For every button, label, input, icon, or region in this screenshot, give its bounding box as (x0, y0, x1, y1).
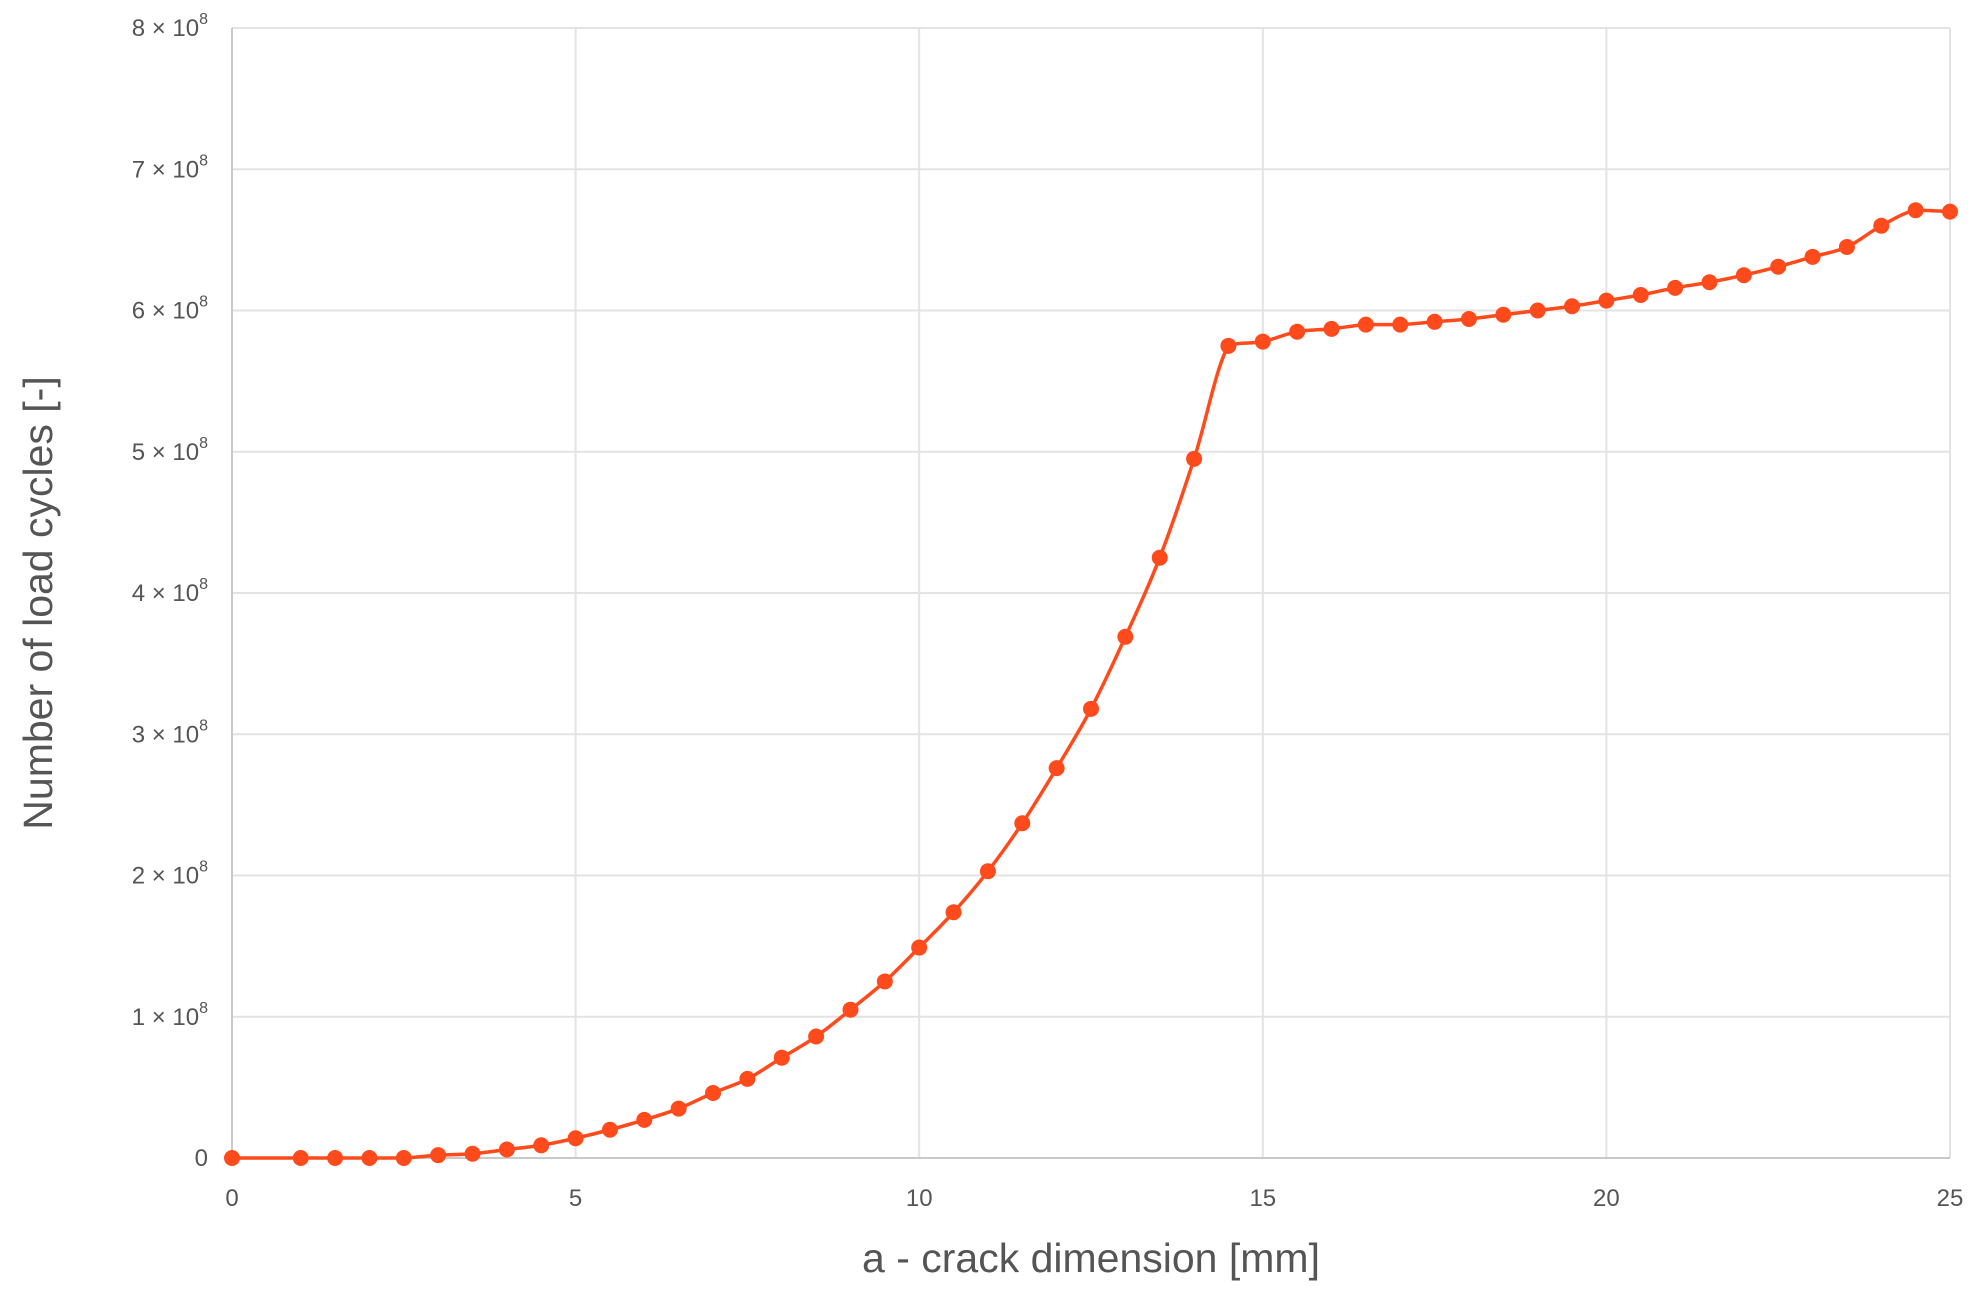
data-point (430, 1147, 447, 1164)
x-tick-label: 5 (569, 1185, 582, 1212)
y-tick-label: 8 × 108 (132, 11, 208, 42)
data-point (498, 1141, 515, 1158)
data-point (705, 1085, 722, 1102)
data-point (1770, 258, 1787, 275)
x-tick-label: 0 (225, 1185, 238, 1212)
data-point (1220, 337, 1237, 354)
data-point (1151, 549, 1168, 566)
data-point (670, 1100, 687, 1117)
y-axis-title: Number of load cycles [-] (15, 376, 61, 829)
data-point (773, 1049, 790, 1066)
y-tick-label: 5 × 108 (132, 435, 208, 466)
data-point (1735, 267, 1752, 284)
grid-layer (232, 27, 1951, 1158)
data-point (1701, 274, 1718, 291)
y-tick-label: 1 × 108 (132, 1000, 208, 1031)
data-point (808, 1028, 825, 1045)
y-tick-label: 7 × 108 (132, 152, 208, 183)
y-tick-label: 2 × 108 (132, 859, 208, 890)
x-tick-label: 25 (1937, 1185, 1964, 1212)
data-point (395, 1150, 412, 1166)
data-point (1564, 298, 1581, 315)
data-point (1289, 323, 1306, 340)
tick-label-layer: 0 5 10 15 20 25 0 1 × 108 2 × 108 3 × 108 4 × 108 5… (132, 11, 1964, 1212)
x-tick-label: 20 (1593, 1185, 1620, 1212)
data-point (1529, 302, 1546, 319)
data-point (1460, 310, 1477, 327)
data-point (1873, 217, 1890, 234)
data-point (876, 973, 893, 990)
data-point (567, 1130, 584, 1147)
y-tick-label: 0 (195, 1145, 208, 1172)
series-layer (224, 202, 1958, 1166)
data-point (1323, 320, 1340, 337)
data-point (1804, 248, 1821, 265)
data-point (739, 1070, 756, 1087)
data-point (1838, 238, 1855, 255)
data-point (1392, 316, 1409, 333)
data-point (1907, 202, 1924, 219)
x-tick-label: 15 (1249, 1185, 1276, 1212)
data-point (327, 1150, 344, 1166)
x-tick-label: 10 (906, 1185, 933, 1212)
data-point (1014, 815, 1031, 832)
data-point (842, 1001, 859, 1018)
data-point (361, 1150, 378, 1166)
data-point (1598, 292, 1615, 309)
y-tick-label: 6 × 108 (132, 294, 208, 325)
data-point (1942, 203, 1958, 220)
x-axis-title: a - crack dimension [mm] (862, 1235, 1320, 1281)
data-point (1426, 313, 1443, 330)
data-point (1083, 700, 1099, 717)
data-point (636, 1111, 653, 1128)
data-point (292, 1150, 309, 1166)
data-point (1048, 760, 1065, 777)
data-point (945, 904, 962, 921)
data-point (533, 1137, 550, 1154)
data-point (224, 1150, 240, 1166)
data-point (601, 1121, 618, 1138)
data-point (911, 939, 928, 956)
data-point (1117, 628, 1134, 645)
y-tick-label: 4 × 108 (132, 576, 208, 607)
data-point (1495, 306, 1512, 323)
y-tick-label: 3 × 108 (132, 717, 208, 748)
data-point (1667, 279, 1684, 296)
data-point (1186, 450, 1203, 467)
data-point (1357, 316, 1374, 333)
data-point (1632, 286, 1649, 303)
data-point (1254, 333, 1271, 350)
data-point (464, 1145, 481, 1162)
axis-layer (231, 28, 1950, 1159)
data-point (979, 863, 996, 880)
